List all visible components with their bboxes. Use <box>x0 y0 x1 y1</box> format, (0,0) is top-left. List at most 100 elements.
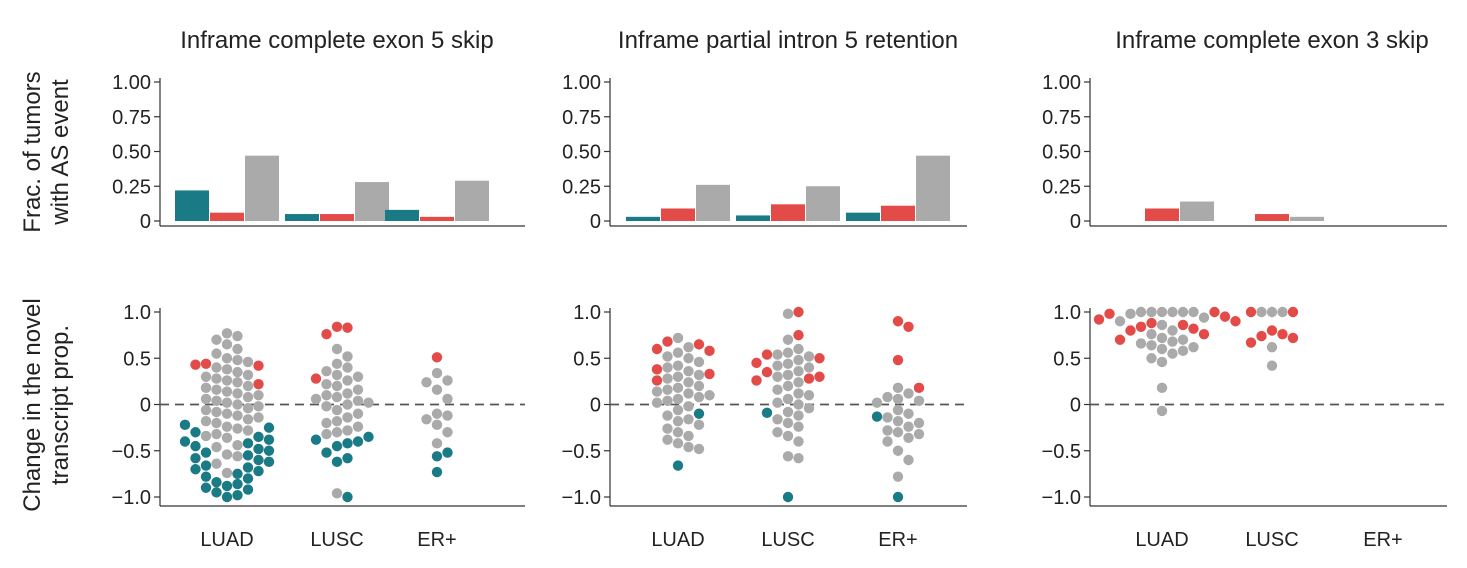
point-teal <box>253 465 264 477</box>
point-gray <box>221 432 233 443</box>
point-teal <box>331 456 343 468</box>
point-teal <box>200 471 212 482</box>
point-gray <box>662 384 673 395</box>
y-tick-label: 0.75 <box>1042 107 1081 129</box>
point-gray <box>662 434 673 445</box>
point-gray <box>782 430 794 442</box>
point-red <box>1093 314 1105 325</box>
point-red <box>431 352 443 363</box>
point-gray <box>221 467 233 479</box>
point-red <box>1209 306 1220 318</box>
point-gray <box>321 378 332 390</box>
point-teal <box>342 452 353 464</box>
point-gray <box>662 410 673 421</box>
point-gray <box>693 419 705 431</box>
bar-gray-luad <box>245 155 279 221</box>
point-teal <box>242 473 254 484</box>
point-gray <box>793 388 804 399</box>
point-gray <box>342 399 353 410</box>
y-tick-label: 0 <box>1070 211 1081 233</box>
y-tick-label: −0.5 <box>562 441 601 463</box>
point-red <box>751 375 762 386</box>
point-gray <box>232 440 243 451</box>
y-tick-label: −0.5 <box>1042 441 1081 463</box>
point-gray <box>913 395 925 406</box>
point-gray <box>221 353 233 364</box>
category-label-lusc: LUSC <box>761 529 814 551</box>
point-red <box>793 329 804 341</box>
y-tick-label: 0.5 <box>123 348 151 370</box>
point-red <box>1230 316 1241 327</box>
point-gray <box>683 388 694 399</box>
point-gray <box>782 451 794 462</box>
point-red <box>814 371 825 382</box>
point-gray <box>221 408 233 419</box>
scatter-panel-2: −1.0 −0.5 0 0.5 1.0 LUAD LUSC ER+ <box>562 302 967 551</box>
point-red <box>803 373 815 384</box>
point-gray <box>892 404 904 416</box>
point-gray <box>352 395 364 406</box>
point-gray <box>803 403 815 414</box>
point-gray <box>793 410 804 421</box>
bar-gray-erplus <box>916 155 950 221</box>
point-gray <box>342 375 353 386</box>
y-tick-label: 0.25 <box>1042 176 1081 198</box>
point-gray <box>772 371 783 382</box>
point-gray <box>672 332 684 344</box>
point-teal <box>253 443 264 455</box>
point-teal <box>242 462 254 473</box>
bar-gray-lusc <box>806 186 840 221</box>
point-red <box>651 364 663 375</box>
point-gray <box>232 451 243 462</box>
point-gray <box>772 427 783 438</box>
point-gray <box>221 375 233 386</box>
point-gray <box>903 408 914 419</box>
point-teal <box>431 466 443 478</box>
point-red <box>1104 308 1115 320</box>
point-red <box>1245 306 1257 318</box>
y-tick-label: 0.75 <box>562 107 601 129</box>
bar-red-erplus <box>881 205 915 221</box>
point-gray <box>1156 343 1168 355</box>
row-label-bottom: Change in the novel transcript prop. <box>19 298 74 512</box>
bar-teal-luad <box>626 216 660 221</box>
point-gray <box>662 373 673 384</box>
bar-panel-3: Inframe complete exon 3 skip 0 0.25 0.50 0.7… <box>1042 27 1447 233</box>
point-gray <box>431 408 443 419</box>
point-teal <box>892 491 904 503</box>
point-red <box>200 358 212 369</box>
bar-red-luad <box>661 208 695 221</box>
point-gray <box>803 390 815 401</box>
point-gray <box>672 393 684 405</box>
point-teal <box>253 454 264 466</box>
point-teal <box>442 447 453 458</box>
point-gray <box>892 382 904 394</box>
point-red <box>892 316 904 327</box>
point-teal <box>331 440 343 452</box>
bar-teal-erplus <box>846 212 880 221</box>
point-teal <box>242 450 254 461</box>
bar-red-lusc <box>771 204 805 221</box>
point-teal <box>179 419 191 431</box>
point-gray <box>200 382 212 394</box>
point-gray <box>793 452 804 464</box>
point-gray <box>1135 338 1147 349</box>
point-gray <box>242 369 254 381</box>
point-gray <box>431 367 443 379</box>
y-tick-label: −0.5 <box>112 441 151 463</box>
y-tick-label: 1.0 <box>123 302 151 324</box>
point-gray <box>782 393 794 405</box>
point-teal <box>321 447 332 458</box>
point-gray <box>342 388 353 399</box>
point-red <box>761 349 773 360</box>
point-gray <box>793 377 804 388</box>
point-gray <box>871 397 883 408</box>
point-red <box>1146 317 1157 329</box>
point-gray <box>232 330 243 342</box>
bar-gray-lusc <box>355 182 389 221</box>
point-gray <box>232 410 243 421</box>
point-red <box>704 368 715 380</box>
point-teal <box>221 480 233 492</box>
point-teal <box>782 491 794 503</box>
point-red <box>1256 330 1267 342</box>
